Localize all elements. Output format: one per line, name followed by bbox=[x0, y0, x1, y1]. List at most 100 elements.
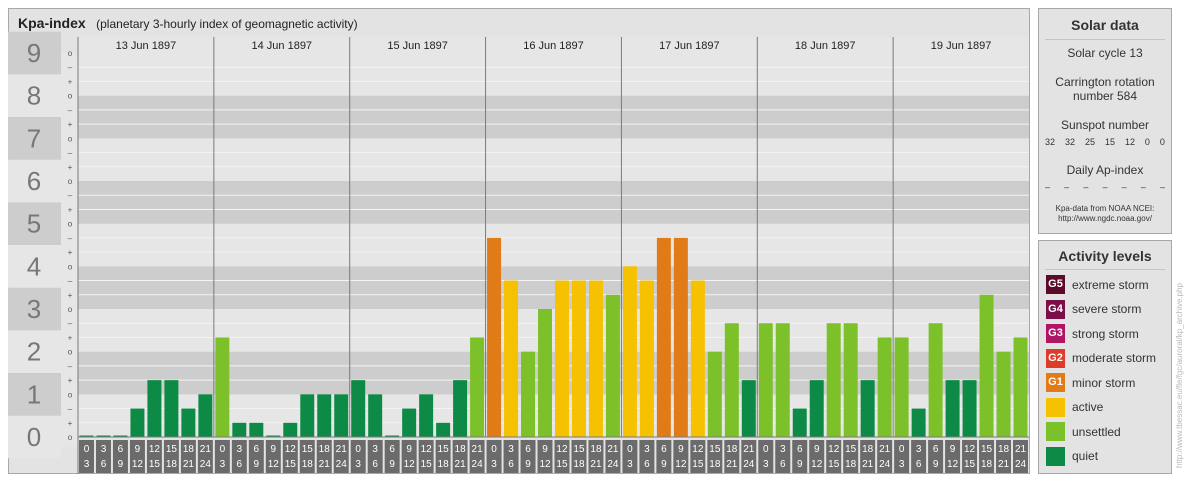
hour-end-label: 6 bbox=[101, 459, 107, 470]
y-minor-tick-label: + bbox=[68, 419, 73, 428]
y-minor-tick-label: – bbox=[68, 405, 73, 414]
hour-end-label: 6 bbox=[916, 459, 922, 470]
chart-title-row: Kpa-index (planetary 3-hourly index of g… bbox=[18, 15, 358, 33]
legend-swatch: G2 bbox=[1046, 348, 1065, 368]
day-label: 13 Jun 1897 bbox=[116, 40, 177, 52]
kp-bar bbox=[402, 408, 417, 437]
hour-start-label: 3 bbox=[101, 444, 107, 455]
hour-end-label: 15 bbox=[828, 459, 840, 470]
hour-end-label: 24 bbox=[743, 459, 755, 470]
y-minor-tick-label: o bbox=[68, 433, 73, 442]
hour-start-label: 6 bbox=[661, 444, 667, 455]
hour-start-label: 3 bbox=[237, 444, 243, 455]
hour-start-label: 18 bbox=[998, 444, 1010, 455]
y-label-band bbox=[8, 31, 61, 75]
kp-bar bbox=[894, 337, 909, 437]
hour-end-label: 9 bbox=[525, 459, 531, 470]
hour-end-label: 15 bbox=[149, 459, 161, 470]
legend-label: severe storm bbox=[1072, 302, 1142, 316]
hour-start-label: 21 bbox=[200, 444, 212, 455]
hour-end-label: 24 bbox=[607, 459, 619, 470]
day-label: 18 Jun 1897 bbox=[795, 40, 856, 52]
hour-end-label: 6 bbox=[372, 459, 378, 470]
divider bbox=[1045, 39, 1165, 40]
chart-title: Kpa-index bbox=[18, 15, 86, 31]
legend-swatch: G4 bbox=[1046, 299, 1065, 319]
hour-box bbox=[639, 440, 655, 473]
legend-label: moderate storm bbox=[1072, 351, 1157, 365]
ap-value: – bbox=[1159, 182, 1165, 192]
legend-item: active bbox=[1046, 397, 1103, 417]
kp-bar bbox=[724, 323, 739, 437]
y-minor-tick-label: + bbox=[68, 376, 73, 385]
y-label-band bbox=[8, 117, 61, 160]
hour-start-label: 9 bbox=[271, 444, 277, 455]
hour-box bbox=[622, 440, 638, 473]
y-minor-tick-label: o bbox=[68, 134, 73, 143]
kp-bar bbox=[215, 337, 230, 437]
legend-swatch bbox=[1046, 446, 1065, 466]
y-label-band bbox=[8, 373, 61, 416]
legend-label: extreme storm bbox=[1072, 277, 1149, 292]
kp-bar bbox=[1013, 337, 1028, 437]
kp-bar bbox=[419, 394, 434, 437]
carrington-line-1: Carrington rotation bbox=[1055, 75, 1155, 89]
hour-end-label: 6 bbox=[644, 459, 650, 470]
hour-box bbox=[826, 440, 842, 473]
ap-values: – – – – – – – bbox=[1045, 182, 1165, 192]
hour-box bbox=[146, 440, 162, 473]
kp-bar bbox=[538, 309, 552, 437]
y-tick-label: 4 bbox=[27, 251, 41, 281]
source-link[interactable]: http://www.ngdc.noaa.gov/ bbox=[1058, 214, 1152, 223]
hour-start-label: 0 bbox=[220, 444, 226, 455]
sunspot-value: 0 bbox=[1159, 137, 1165, 147]
kp-bar bbox=[775, 323, 790, 437]
y-minor-tick-label: – bbox=[68, 191, 73, 200]
sunspot-heading: Sunspot number bbox=[1060, 118, 1150, 132]
ap-value: – bbox=[1083, 182, 1089, 192]
y-minor-tick-label: – bbox=[68, 63, 73, 72]
kp-bar bbox=[368, 394, 383, 437]
day-label: 16 Jun 1897 bbox=[523, 40, 584, 52]
hour-box bbox=[860, 440, 876, 473]
hour-box bbox=[282, 440, 298, 473]
hour-start-label: 18 bbox=[455, 444, 467, 455]
hour-box bbox=[163, 440, 179, 473]
kp-bar bbox=[79, 435, 94, 437]
kp-bar bbox=[996, 351, 1011, 437]
hour-end-label: 18 bbox=[845, 459, 857, 470]
hour-end-label: 3 bbox=[220, 459, 226, 470]
legend-swatch: G5 bbox=[1046, 275, 1065, 294]
hour-box bbox=[843, 440, 859, 473]
sunspot-value: 32 bbox=[1064, 137, 1075, 147]
hour-start-label: 21 bbox=[336, 444, 348, 455]
y-minor-tick-label: – bbox=[68, 277, 73, 286]
hour-end-label: 3 bbox=[899, 459, 905, 470]
hour-end-label: 18 bbox=[438, 459, 450, 470]
y-minor-tick-label: o bbox=[68, 262, 73, 271]
legend-item: G2 moderate storm bbox=[1046, 348, 1157, 368]
y-label-band bbox=[8, 415, 61, 459]
hour-box bbox=[214, 440, 230, 473]
kp-bar bbox=[385, 435, 400, 437]
hour-box bbox=[1013, 440, 1028, 473]
hour-start-label: 9 bbox=[542, 444, 548, 455]
hour-start-label: 0 bbox=[763, 444, 769, 455]
day-label: 19 Jun 1897 bbox=[931, 40, 992, 52]
kp-bar bbox=[351, 380, 366, 437]
hour-start-label: 9 bbox=[950, 444, 956, 455]
sunspot-value: 12 bbox=[1124, 137, 1135, 147]
hour-end-label: 12 bbox=[404, 459, 416, 470]
y-tick-label: 0 bbox=[27, 422, 41, 452]
legend-item: G5 extreme storm bbox=[1046, 275, 1149, 294]
ap-value: – bbox=[1140, 182, 1146, 192]
hour-box bbox=[554, 440, 570, 473]
y-minor-tick-label: + bbox=[68, 205, 73, 214]
hour-start-label: 0 bbox=[899, 444, 905, 455]
hour-start-label: 18 bbox=[319, 444, 331, 455]
hour-end-label: 12 bbox=[268, 459, 280, 470]
hour-box bbox=[673, 440, 689, 473]
hour-start-label: 3 bbox=[508, 444, 514, 455]
hour-end-label: 18 bbox=[302, 459, 314, 470]
kp-bar bbox=[453, 380, 468, 437]
